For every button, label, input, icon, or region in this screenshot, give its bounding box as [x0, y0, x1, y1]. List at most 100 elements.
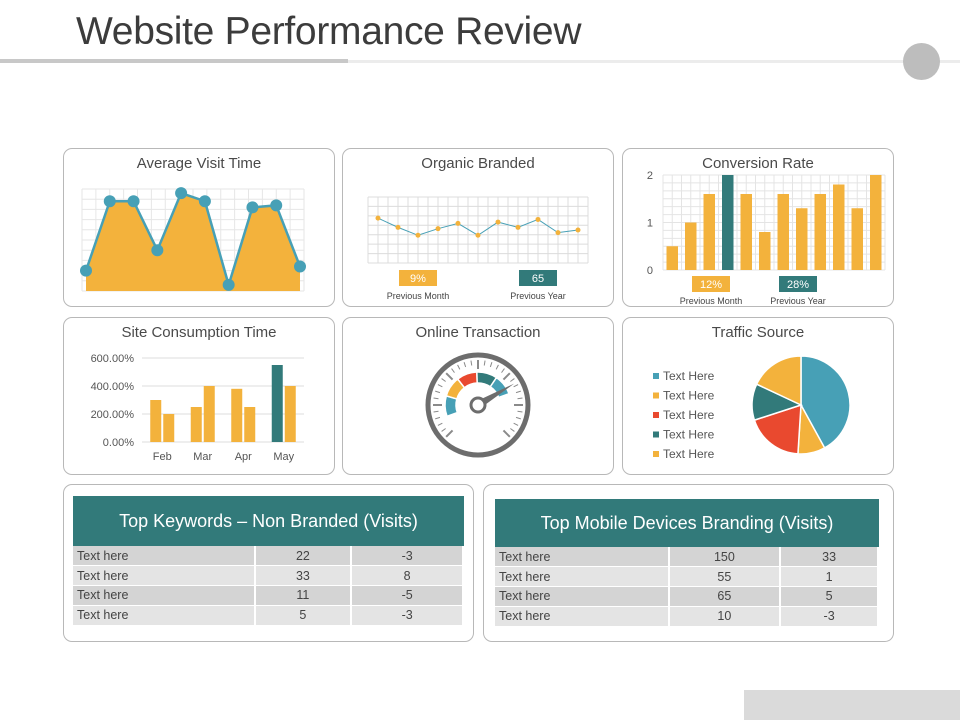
consumption-panel: Site Consumption Time 0.00% 200.00% 400.00…: [63, 317, 335, 475]
gauge-tick: [517, 397, 523, 400]
traffic-chart: Text Here Text Here Text Here Text Here Text…: [653, 355, 851, 461]
row-label: Text here: [495, 606, 670, 627]
gauge-tick: [451, 368, 455, 373]
avg-visit-title: Average Visit Time: [136, 155, 262, 172]
legend-label: Text Here: [663, 428, 715, 442]
gauge-tick: [501, 368, 505, 373]
page-title: Website Performance Review: [76, 10, 582, 53]
row-label: Text here: [495, 547, 670, 568]
row-value: 8: [351, 565, 464, 587]
badge-label: Previous Month: [387, 291, 450, 301]
data-point: [80, 264, 92, 277]
row-value: 55: [668, 566, 782, 588]
area-line: [84, 191, 302, 290]
legend-swatch: [653, 412, 659, 418]
gauge-tick: [483, 360, 486, 366]
gauge-tick: [510, 378, 515, 382]
title-rule: [0, 59, 348, 63]
organic-chart: 9% Previous Month 65 Previous Year: [367, 196, 589, 301]
row-label: Text here: [495, 566, 670, 588]
transaction-panel: Online Transaction: [342, 317, 614, 475]
bar: [203, 386, 215, 442]
data-point: [151, 244, 164, 257]
table-row: Text here 150 33: [495, 547, 879, 568]
legend-label: Text Here: [663, 389, 715, 403]
y-tick-label: 0: [647, 265, 653, 277]
badge-label: Previous Year: [510, 291, 566, 301]
gauge-tick: [437, 422, 443, 426]
badge-value: 65: [532, 273, 544, 285]
y-tick-label: 1: [647, 218, 653, 230]
bar: [777, 194, 789, 270]
gauge-tick: [495, 364, 499, 370]
conversion-chart: 0 1 2 12% Previous Month 28% Previous Year: [647, 170, 886, 306]
row-value: -3: [351, 605, 464, 626]
traffic-panel: Traffic Source Text Here Text Here Text He…: [622, 317, 894, 475]
gauge-segment: [489, 376, 510, 399]
data-point: [222, 278, 235, 291]
conversion-panel: Conversion Rate 0 1 2 12% Previous Month 28% P…: [622, 148, 894, 307]
badge-label: Previous Year: [770, 296, 826, 306]
gauge-tick: [441, 428, 446, 432]
data-point: [435, 226, 441, 232]
pie-slice: [755, 355, 802, 407]
data-point: [495, 219, 501, 225]
badge: [399, 270, 437, 286]
row-value: 5: [780, 586, 879, 607]
y-tick-label: 2: [647, 170, 653, 182]
data-point: [103, 195, 116, 208]
bar: [666, 246, 678, 270]
avg-visit-panel: Average Visit Time: [63, 148, 335, 307]
badge-value: 9%: [410, 273, 426, 285]
row-value: 65: [668, 586, 782, 607]
bar: [190, 407, 202, 442]
keywords-table: Text here 22 -3 Text here 33 8 Text here 11 -5 Te…: [73, 546, 464, 626]
gauge-tick: [510, 428, 515, 432]
gauge-tick: [502, 429, 511, 438]
badge-value: 28%: [787, 279, 809, 291]
table-row: Text here 11 -5: [73, 585, 464, 606]
gauge-tick: [489, 362, 493, 368]
badge: [519, 270, 557, 286]
gauge-tick: [515, 416, 521, 420]
table-row: Text here 65 5: [495, 586, 879, 607]
gauge-tick: [435, 416, 441, 420]
pie-slice: [800, 355, 851, 449]
data-point: [246, 201, 259, 214]
legend-label: Text Here: [663, 408, 715, 422]
gauge-tick: [502, 372, 511, 381]
gauge-tick: [513, 384, 519, 388]
y-tick-label: 200.00%: [91, 409, 135, 421]
footer-block: [744, 690, 960, 720]
data-point: [375, 215, 381, 221]
row-value: 150: [668, 547, 782, 568]
legend-swatch: [653, 392, 659, 399]
badge: [779, 276, 817, 292]
mobile-table-header: Top Mobile Devices Branding (Visits): [495, 499, 879, 547]
avg-visit-chart: [80, 187, 306, 292]
row-label: Text here: [73, 565, 256, 587]
data-point: [455, 220, 461, 226]
data-point: [198, 195, 211, 208]
legend-label: Text Here: [663, 369, 715, 383]
table-row: Text here 10 -3: [495, 606, 879, 627]
bar: [284, 386, 296, 442]
traffic-title: Traffic Source: [711, 324, 805, 341]
transaction-title: Online Transaction: [415, 324, 541, 341]
x-tick-label: May: [273, 451, 294, 463]
gauge-tick: [463, 362, 467, 368]
legend-swatch: [653, 451, 659, 457]
table-row: Text here 33 8: [73, 565, 464, 587]
gauge-icon: [425, 352, 531, 458]
bar: [231, 388, 243, 442]
gauge-tick: [445, 372, 454, 381]
data-point: [294, 260, 306, 273]
bar: [740, 194, 752, 270]
badge: [692, 276, 730, 292]
gauge-tick: [433, 410, 439, 413]
conversion-title: Conversion Rate: [702, 155, 814, 172]
row-value: 5: [254, 605, 353, 626]
row-value: 10: [668, 606, 782, 627]
title-rule-light: [348, 60, 960, 63]
x-tick-label: Mar: [193, 451, 212, 463]
